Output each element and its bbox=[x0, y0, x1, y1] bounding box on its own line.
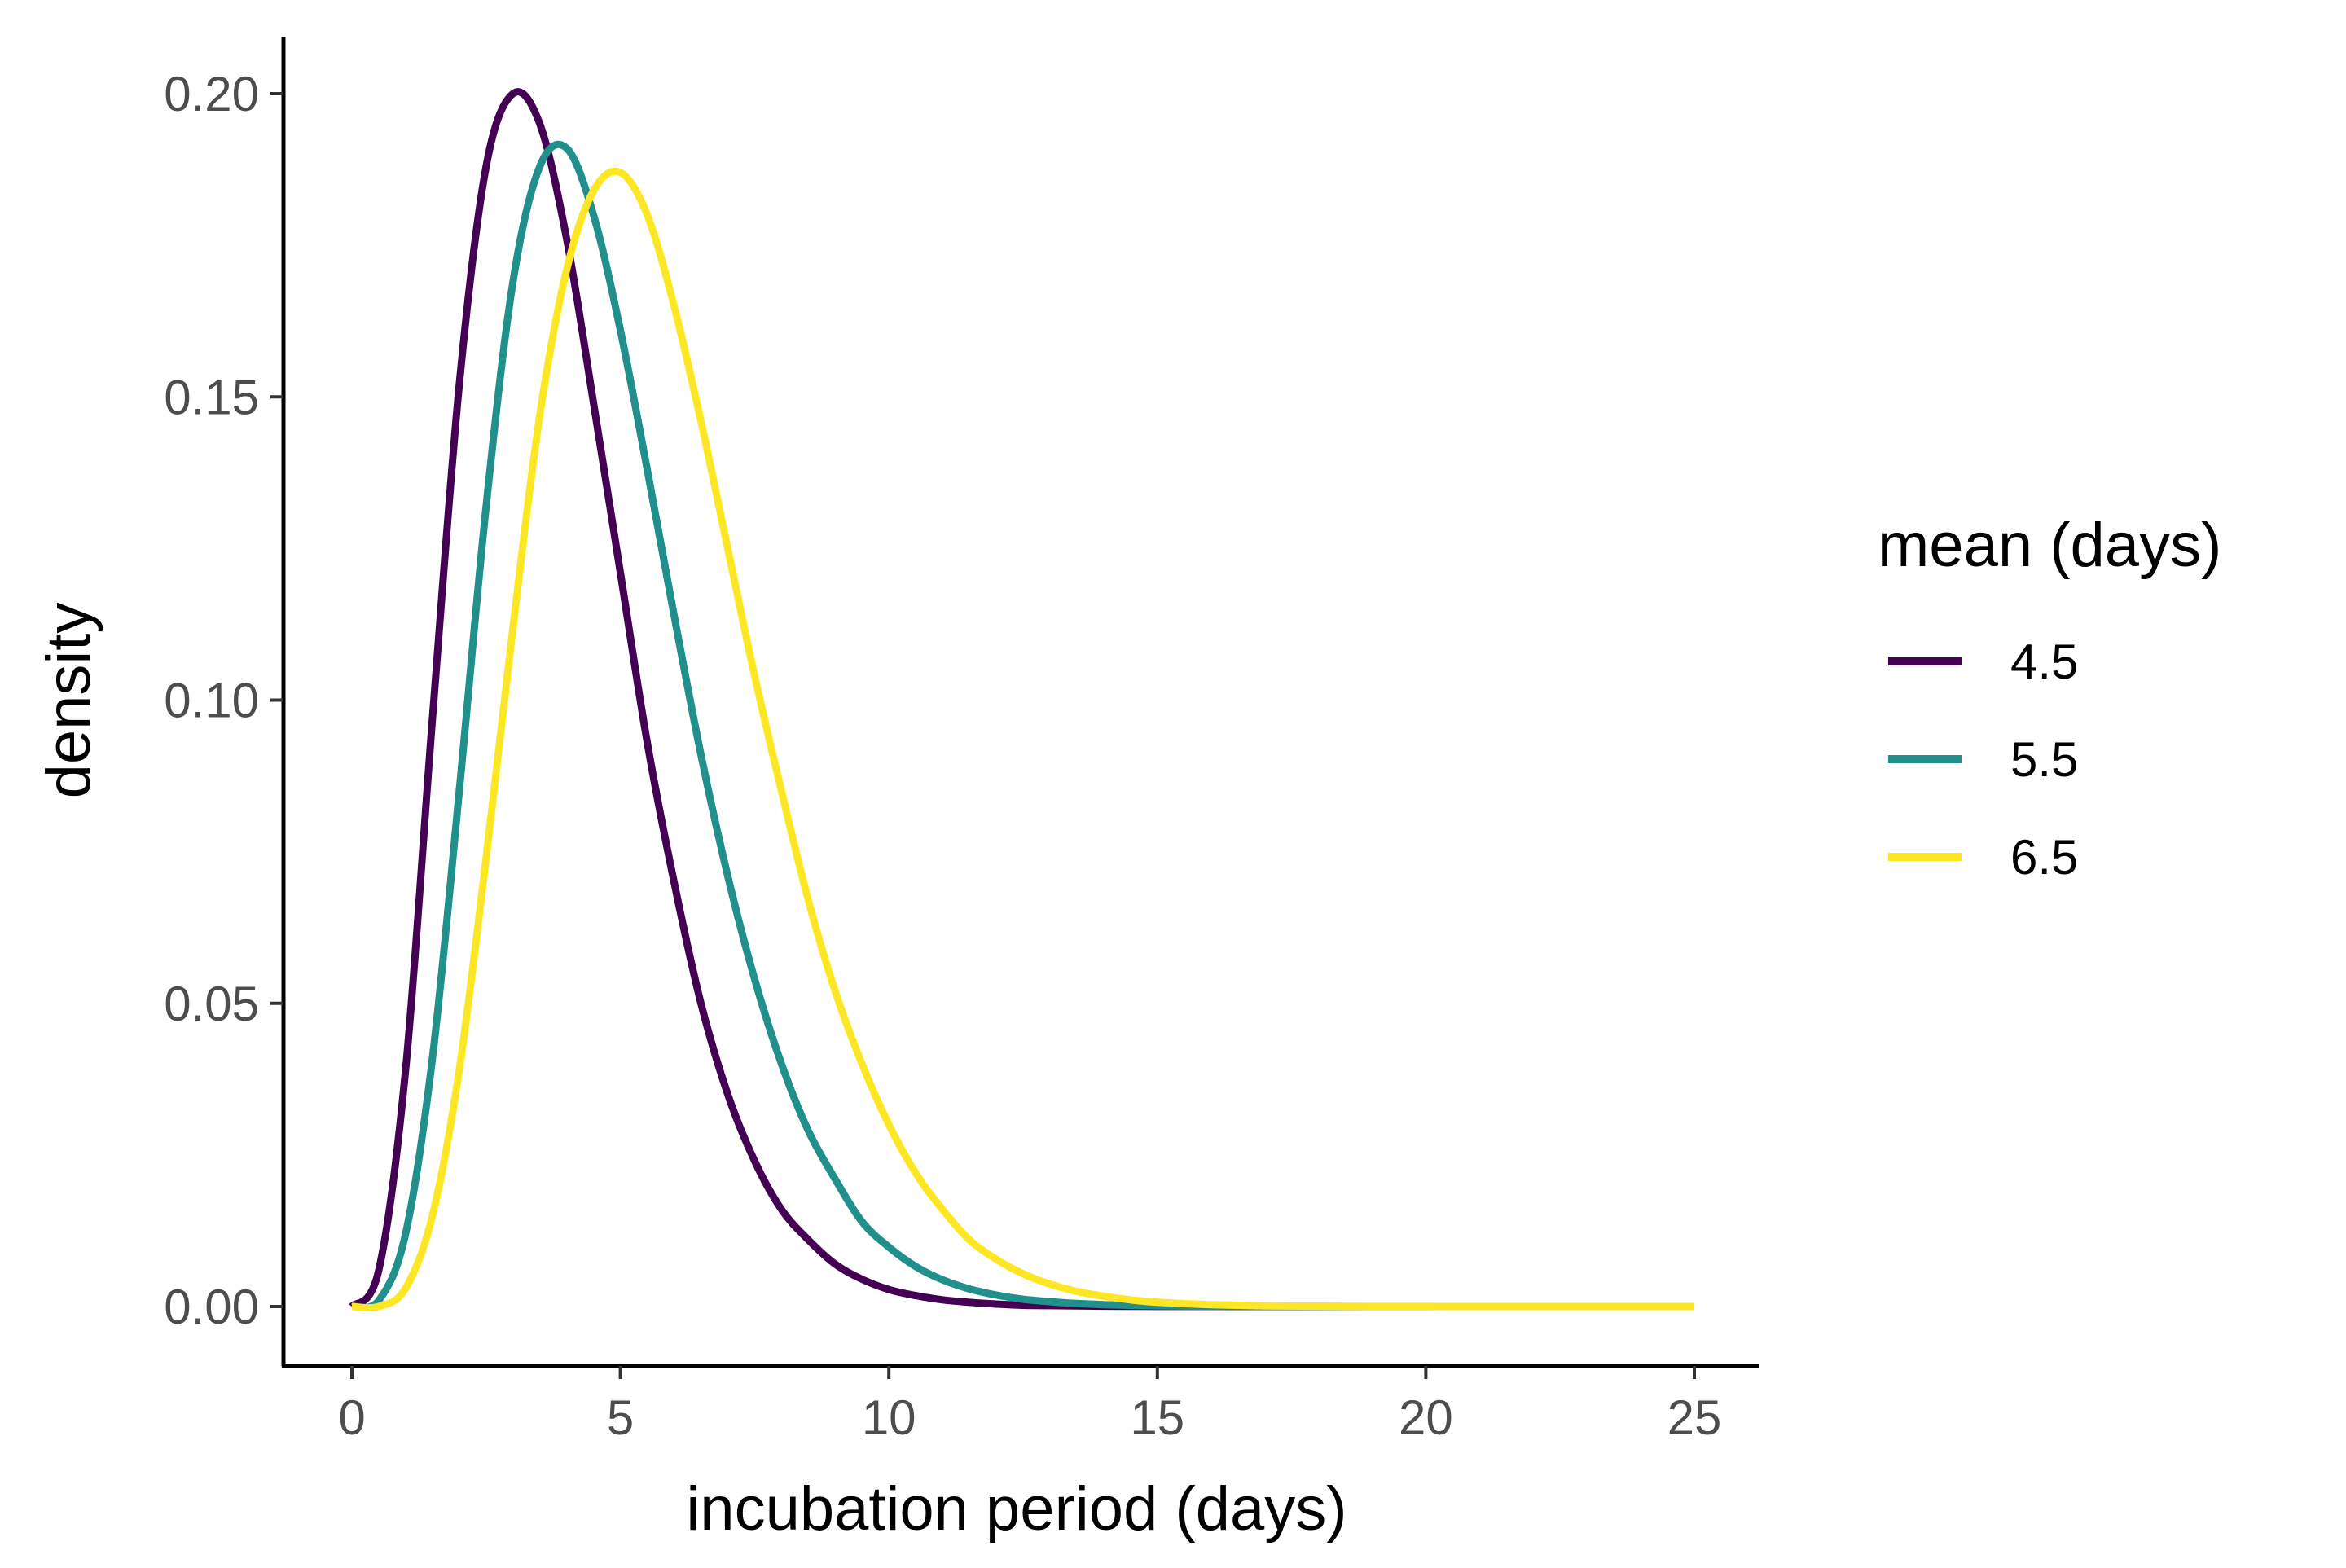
legend-label: 6.5 bbox=[2010, 830, 2078, 885]
labels-layer: incubation period (days) density bbox=[34, 603, 1347, 1544]
series-line-4-5 bbox=[349, 88, 1694, 1311]
x-tick-label: 5 bbox=[607, 1390, 634, 1445]
series-line-6-5 bbox=[351, 167, 1694, 1312]
y-tick-label: 0.20 bbox=[164, 67, 259, 121]
x-axis-title: incubation period (days) bbox=[686, 1474, 1347, 1544]
axes-layer: 0 5 10 15 20 25 0.00 0.05 0.10 0.15 0.20 bbox=[164, 37, 1760, 1445]
x-tick-label: 25 bbox=[1667, 1390, 1722, 1445]
x-tick-label: 20 bbox=[1399, 1390, 1453, 1445]
legend: mean (days) 4.5 5.5 6.5 bbox=[1878, 511, 2221, 885]
y-tick-label: 0.10 bbox=[164, 674, 259, 728]
legend-label: 4.5 bbox=[2010, 635, 2078, 689]
x-tick-label: 10 bbox=[862, 1390, 916, 1445]
lines-layer bbox=[349, 88, 1694, 1312]
y-axis-title: density bbox=[34, 603, 103, 799]
y-tick-label: 0.00 bbox=[164, 1280, 259, 1334]
x-tick-label: 15 bbox=[1130, 1390, 1184, 1445]
y-tick-label: 0.15 bbox=[164, 370, 259, 424]
x-tick-label: 0 bbox=[338, 1390, 365, 1445]
y-tick-label: 0.05 bbox=[164, 977, 259, 1031]
legend-label: 5.5 bbox=[2010, 732, 2078, 787]
legend-title: mean (days) bbox=[1878, 511, 2221, 580]
